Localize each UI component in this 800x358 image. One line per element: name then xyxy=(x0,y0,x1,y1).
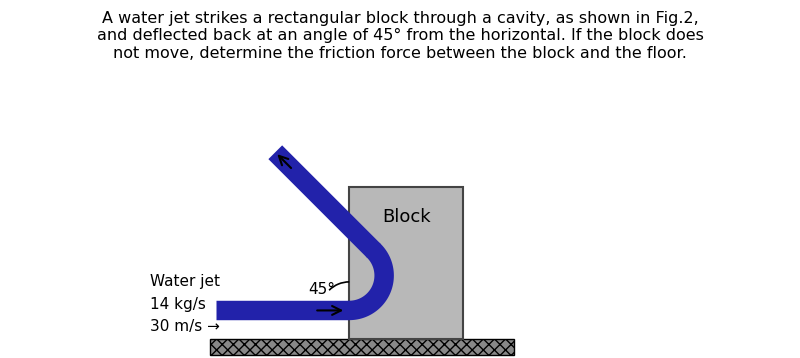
Text: Block: Block xyxy=(382,208,430,226)
Bar xyxy=(210,339,514,355)
Text: Water jet
14 kg/s
30 m/s →: Water jet 14 kg/s 30 m/s → xyxy=(150,274,219,334)
Text: 45°: 45° xyxy=(308,282,335,297)
Text: A water jet strikes a rectangular block through a cavity, as shown in Fig.2,
and: A water jet strikes a rectangular block … xyxy=(97,11,703,61)
Bar xyxy=(350,187,463,339)
